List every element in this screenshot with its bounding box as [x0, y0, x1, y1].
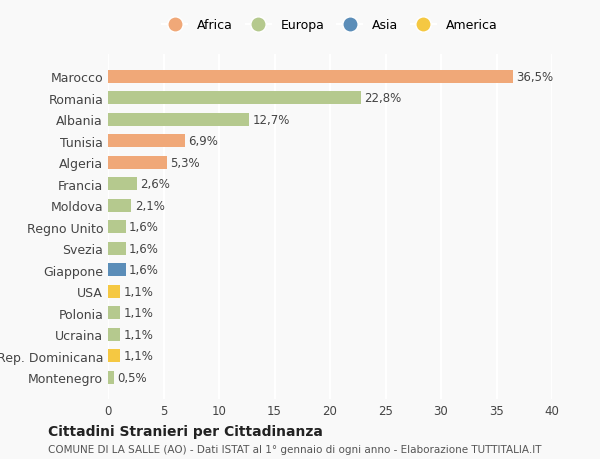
Text: 6,9%: 6,9% — [188, 135, 218, 148]
Text: 1,1%: 1,1% — [124, 307, 154, 319]
Text: 1,6%: 1,6% — [129, 221, 159, 234]
Text: 12,7%: 12,7% — [253, 113, 290, 127]
Bar — [108, 221, 126, 234]
Text: 36,5%: 36,5% — [517, 71, 554, 84]
Bar — [108, 178, 137, 191]
Text: Cittadini Stranieri per Cittadinanza: Cittadini Stranieri per Cittadinanza — [48, 425, 323, 438]
Bar — [108, 263, 126, 276]
Bar — [108, 349, 120, 362]
Bar — [108, 92, 361, 105]
Text: 22,8%: 22,8% — [364, 92, 401, 105]
Text: 1,1%: 1,1% — [124, 328, 154, 341]
Bar — [108, 135, 185, 148]
Text: 5,3%: 5,3% — [170, 157, 200, 169]
Bar — [108, 328, 120, 341]
Text: 2,1%: 2,1% — [134, 199, 164, 212]
Bar — [108, 285, 120, 298]
Text: 0,5%: 0,5% — [117, 371, 146, 384]
Bar — [108, 371, 113, 384]
Legend: Africa, Europa, Asia, America: Africa, Europa, Asia, America — [160, 17, 500, 34]
Bar — [108, 113, 249, 127]
Text: 1,1%: 1,1% — [124, 285, 154, 298]
Bar — [108, 307, 120, 319]
Bar — [108, 157, 167, 169]
Text: 1,1%: 1,1% — [124, 349, 154, 362]
Bar — [108, 199, 131, 212]
Text: COMUNE DI LA SALLE (AO) - Dati ISTAT al 1° gennaio di ogni anno - Elaborazione T: COMUNE DI LA SALLE (AO) - Dati ISTAT al … — [48, 444, 542, 454]
Text: 1,6%: 1,6% — [129, 242, 159, 255]
Bar — [108, 71, 513, 84]
Bar — [108, 242, 126, 255]
Text: 2,6%: 2,6% — [140, 178, 170, 191]
Text: 1,6%: 1,6% — [129, 263, 159, 277]
